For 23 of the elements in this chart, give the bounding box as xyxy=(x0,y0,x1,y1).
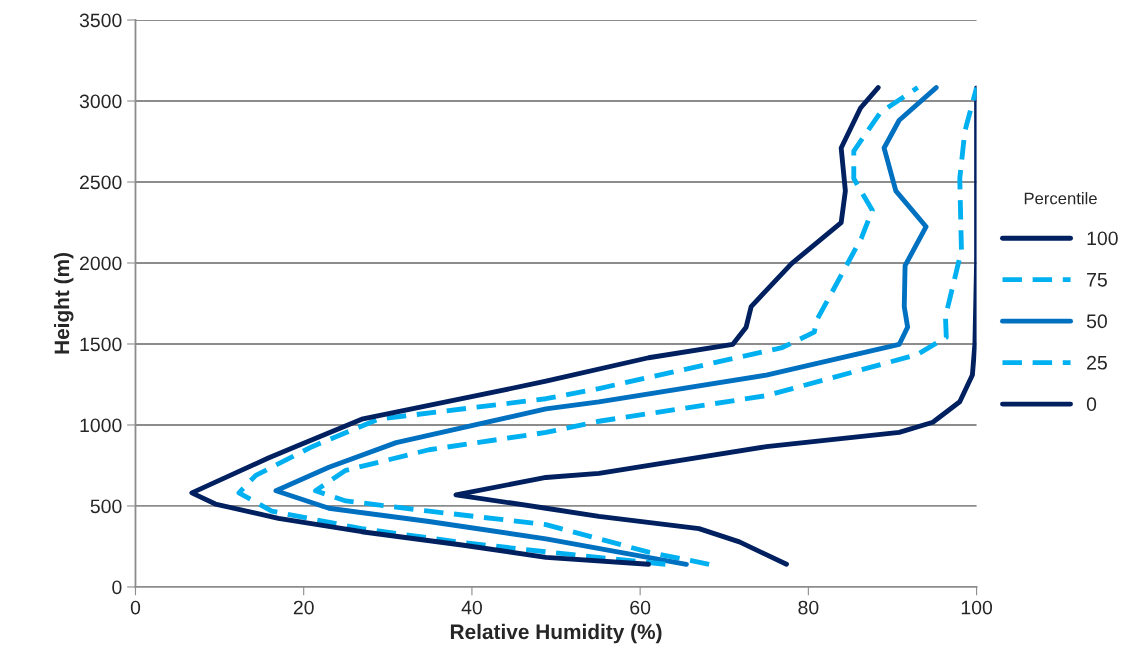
legend-title: Percentile xyxy=(1024,192,1097,205)
x-tick-label: 100 xyxy=(961,600,993,615)
y-tick-label: 500 xyxy=(90,499,122,514)
legend-label: 0 xyxy=(1086,397,1097,412)
x-tick-label: 60 xyxy=(630,600,651,615)
y-tick-label: 1000 xyxy=(80,418,122,433)
y-axis-title: Height (m) xyxy=(53,253,74,354)
y-tick-label: 0 xyxy=(112,580,122,595)
x-axis-title: Relative Humidity (%) xyxy=(450,623,662,644)
x-tick-label: 20 xyxy=(293,600,314,615)
x-tick-label: 80 xyxy=(798,600,819,615)
y-tick-label: 2000 xyxy=(80,256,122,271)
legend-label: 50 xyxy=(1086,314,1107,329)
y-tick-label: 1500 xyxy=(80,337,122,352)
line-series xyxy=(453,85,977,567)
y-tick-label: 3000 xyxy=(79,94,122,109)
y-tick-label: 2500 xyxy=(80,175,122,190)
y-tick-label: 3500 xyxy=(79,13,122,28)
legend-label: 75 xyxy=(1087,273,1107,287)
legend-label: 25 xyxy=(1087,355,1107,370)
legend-label: 100 xyxy=(1087,231,1118,246)
x-tick-label: 40 xyxy=(461,600,482,615)
x-tick-label: 0 xyxy=(130,600,141,615)
